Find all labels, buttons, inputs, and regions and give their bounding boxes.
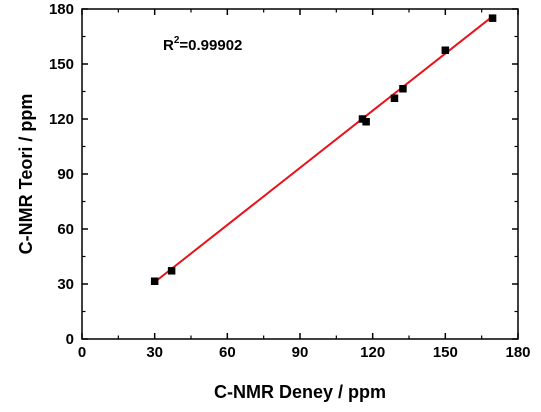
data-point (399, 85, 407, 93)
y-tick-label: 60 (57, 221, 74, 238)
x-axis-title: C-NMR Deney / ppm (214, 382, 386, 402)
r-squared-base: R (163, 37, 174, 54)
y-tick-label: 90 (57, 166, 74, 183)
data-point (150, 277, 159, 285)
x-tick-label: 60 (219, 344, 236, 361)
x-tick-label: 120 (360, 344, 385, 361)
data-point (167, 267, 176, 275)
r-squared-superscript: 2 (174, 35, 180, 46)
y-tick-label: 180 (49, 1, 74, 18)
x-tick-label: 30 (146, 344, 163, 361)
x-tick-labels: 0 30 60 90 120 150 180 (78, 344, 531, 361)
r-squared-annotation: R2=0.99902 (163, 35, 242, 54)
plot-frame (81, 8, 519, 340)
y-tick-label: 0 (66, 331, 74, 348)
x-tick-label: 180 (505, 344, 530, 361)
data-point (390, 94, 399, 103)
y-tick-label: 30 (57, 276, 74, 293)
data-point (488, 14, 497, 22)
x-tick-label: 0 (78, 344, 86, 361)
x-tick-label: 90 (292, 344, 309, 361)
r-squared-value: =0.99902 (179, 37, 242, 54)
axis-ticks (81, 8, 519, 340)
regression-line (151, 14, 495, 285)
y-tick-label: 120 (49, 111, 74, 128)
data-points (150, 14, 497, 285)
x-tick-label: 150 (433, 344, 458, 361)
data-point (441, 46, 450, 54)
y-tick-label: 150 (49, 56, 74, 73)
y-axis-title: C-NMR Teori / ppm (16, 94, 36, 255)
data-point (362, 118, 370, 126)
y-tick-labels: 0 30 60 90 120 150 180 (49, 1, 74, 348)
